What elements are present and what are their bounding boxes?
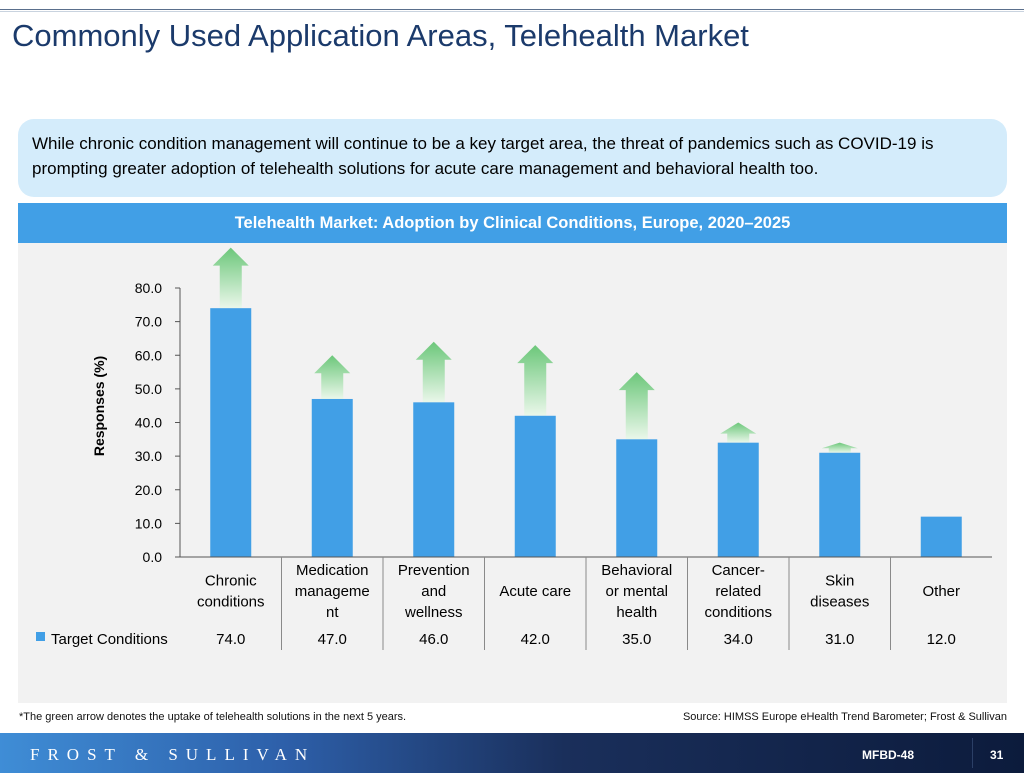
bar [311,398,353,557]
footnote: *The green arrow denotes the uptake of t… [19,711,407,723]
category-label: or mental [605,583,668,600]
y-tick-label: 60.0 [135,347,162,363]
uptake-arrow [618,372,655,440]
category-label: conditions [704,604,772,621]
uptake-arrow [720,422,757,443]
page-number: 31 [990,748,1004,762]
bar [616,439,658,557]
page-title: Commonly Used Application Areas, Telehea… [12,18,749,53]
category-label: and [421,583,446,600]
source-note: Source: HIMSS Europe eHealth Trend Barom… [682,711,1007,723]
bar [514,415,556,557]
category-label: manageme [295,583,370,600]
category-label: Other [922,583,960,600]
category-label: Skin [825,573,854,590]
data-table: 74.0 47.0 46.0 42.0 35.0 34.0 31.0 12.0 Target C… [36,557,956,650]
category-label: Medication [296,562,369,579]
y-tick-label: 20.0 [135,482,162,498]
value-label: 74.0 [216,631,245,648]
category-label: conditions [197,594,265,611]
bar [210,308,252,557]
y-tick-label: 70.0 [135,314,162,330]
category-labels: Chronic conditions Medication manageme nt Pre… [197,562,960,621]
category-label: wellness [404,604,463,621]
document-code: MFBD-48 [862,748,915,762]
y-tick-label: 80.0 [135,280,162,296]
callout-text: While chronic condition management will … [32,134,934,178]
bar [920,516,962,557]
y-tick-label: 40.0 [135,415,162,431]
legend-label: Target Conditions [51,631,168,648]
bar [819,452,861,557]
category-label: Prevention [398,562,470,579]
value-label: 31.0 [825,631,854,648]
uptake-arrows [212,247,858,453]
value-label: 34.0 [724,631,753,648]
footer-bar [0,733,1024,773]
uptake-arrow [821,442,858,453]
bars [210,308,962,557]
category-label: nt [326,604,339,621]
y-axis: 0.0 10.0 20.0 30.0 40.0 50.0 60.0 70.0 80.0 [135,280,992,565]
top-rule-secondary [0,11,1024,12]
uptake-arrow [212,247,249,309]
y-tick-label: 10.0 [135,515,162,531]
uptake-arrow [415,341,452,403]
top-rule [0,9,1024,10]
footer-divider [972,738,973,768]
uptake-arrow [517,345,554,416]
y-tick-label: 30.0 [135,448,162,464]
brand-logo: FROST & SULLIVAN [30,745,316,764]
legend-swatch [36,632,45,641]
category-label: related [715,583,761,600]
value-label: 42.0 [521,631,550,648]
uptake-arrow [314,355,351,399]
y-tick-label: 0.0 [143,549,163,565]
category-label: diseases [810,594,869,611]
bar [413,402,455,557]
category-label: Cancer- [712,562,765,579]
category-label: health [616,604,657,621]
y-axis-label: Responses (%) [91,356,107,456]
value-label: 35.0 [622,631,651,648]
value-label: 47.0 [318,631,347,648]
value-label: 12.0 [927,631,956,648]
callout-box: While chronic condition management will … [18,119,1007,197]
value-label: 46.0 [419,631,448,648]
category-label: Acute care [499,583,571,600]
y-tick-label: 50.0 [135,381,162,397]
category-label: Behavioral [601,562,672,579]
chart-title: Telehealth Market: Adoption by Clinical … [18,203,1007,243]
bar [717,442,759,557]
category-label: Chronic [205,573,257,590]
